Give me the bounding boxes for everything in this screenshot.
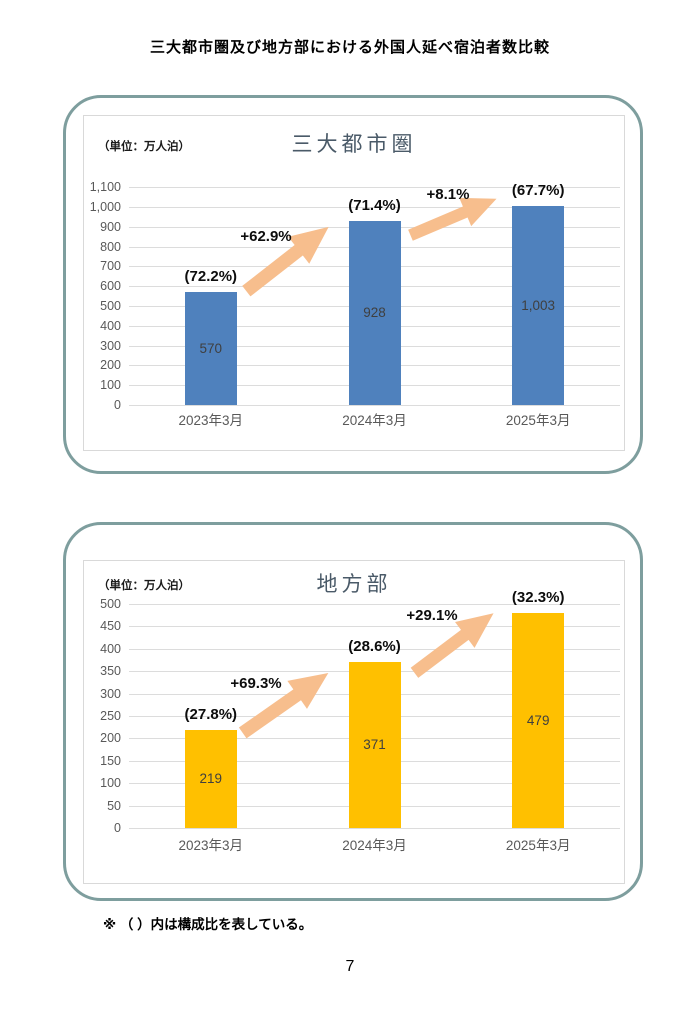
y-axis-tick-label: 500 bbox=[100, 597, 121, 611]
y-axis-tick-label: 300 bbox=[100, 338, 121, 353]
bar bbox=[184, 729, 237, 828]
y-axis-tick-label: 0 bbox=[114, 398, 121, 412]
page-number: 7 bbox=[345, 958, 355, 975]
y-axis-tick-label: 500 bbox=[100, 298, 121, 313]
metro-bar-chart: 0 100 200 300 400 500 600 700 800 900 1,000 1,100 57… bbox=[84, 116, 624, 450]
growth-arrow-icon bbox=[242, 226, 329, 297]
category-label: 2024年3月 bbox=[342, 413, 407, 428]
y-axis-tick-label: 900 bbox=[100, 219, 121, 234]
share-label: (71.4%) bbox=[348, 197, 401, 215]
share-label: (72.2%) bbox=[184, 268, 238, 285]
y-axis-tick-label: 100 bbox=[100, 776, 121, 791]
regional-growth-label-2: +29.1% bbox=[406, 607, 458, 624]
y-axis-tick-label: 400 bbox=[100, 641, 121, 656]
category-label: 2024年3月 bbox=[342, 838, 407, 853]
footnote: ※ （ ）内は構成比を表している。 bbox=[103, 917, 313, 932]
gridline bbox=[129, 405, 620, 406]
bar-value-label: 371 bbox=[363, 736, 386, 752]
page-title: 三大都市圏及び地方部における外国人延べ宿泊者数比較 bbox=[149, 39, 550, 56]
y-axis-tick-label: 1,000 bbox=[89, 199, 121, 214]
y-axis-tick-label: 700 bbox=[100, 259, 121, 274]
bar-value-label: 570 bbox=[199, 340, 223, 356]
metro-unit-label: （単位：万人泊） bbox=[98, 141, 190, 153]
growth-arrow-icon bbox=[238, 673, 329, 739]
y-axis-tick-label: 250 bbox=[100, 709, 121, 723]
growth-arrow-shape bbox=[408, 197, 497, 241]
regional-unit-label: （単位：万人泊） bbox=[98, 580, 190, 592]
bar bbox=[184, 292, 237, 405]
y-axis-tick-label: 1,100 bbox=[89, 180, 121, 194]
metro-growth-label-1: +62.9% bbox=[240, 228, 292, 245]
gridline bbox=[129, 626, 620, 628]
share-label: (28.6%) bbox=[348, 637, 401, 655]
y-axis-tick-label: 300 bbox=[100, 686, 121, 701]
bar bbox=[348, 221, 401, 405]
gridline bbox=[129, 206, 620, 208]
regional-bar-chart: 0 50 100 150 200 250 300 350 400 450 500 219 (27.8%)… bbox=[84, 561, 624, 883]
y-axis-tick-label: 50 bbox=[107, 798, 121, 813]
y-axis-tick-label: 400 bbox=[100, 318, 121, 333]
gridline bbox=[129, 648, 620, 650]
y-axis-tick-label: 100 bbox=[100, 378, 121, 393]
y-axis-tick-label: 350 bbox=[100, 664, 121, 679]
share-label: (27.8%) bbox=[184, 705, 238, 723]
growth-arrow-icon bbox=[408, 197, 497, 241]
share-label: (67.7%) bbox=[511, 182, 565, 200]
regional-chart-title: 地方部 bbox=[316, 573, 392, 596]
y-axis-tick-label: 0 bbox=[114, 821, 121, 835]
bar bbox=[512, 613, 565, 828]
bar-value-label: 928 bbox=[363, 305, 386, 320]
growth-arrow-shape bbox=[410, 613, 494, 678]
y-axis-tick-label: 200 bbox=[100, 358, 121, 373]
category-label: 2025年3月 bbox=[505, 413, 571, 428]
y-axis-tick-label: 800 bbox=[100, 239, 121, 254]
category-label: 2023年3月 bbox=[178, 413, 244, 428]
bar-value-label: 479 bbox=[526, 712, 550, 728]
metro-chart-title: 三大都市圏 bbox=[291, 133, 417, 156]
gridline bbox=[129, 828, 620, 829]
bar-value-label: 219 bbox=[199, 770, 223, 786]
share-label: (32.3%) bbox=[511, 589, 565, 607]
regional-growth-label-1: +69.3% bbox=[230, 675, 282, 692]
y-axis-tick-label: 600 bbox=[100, 279, 121, 294]
category-label: 2025年3月 bbox=[505, 838, 571, 853]
bar-value-label: 1,003 bbox=[521, 297, 556, 313]
y-axis-tick-label: 450 bbox=[100, 619, 121, 634]
growth-arrow-shape bbox=[238, 673, 329, 739]
metro-growth-label-2: +8.1% bbox=[426, 186, 470, 203]
gridline bbox=[129, 604, 620, 605]
growth-arrow-shape bbox=[242, 226, 329, 297]
metro-chart-card: （単位：万人泊） 三大都市圏 0 100 200 300 400 500 600 700 800… bbox=[63, 95, 643, 474]
metro-chart-frame: （単位：万人泊） 三大都市圏 0 100 200 300 400 500 600 700 800… bbox=[83, 115, 625, 451]
y-axis-tick-label: 150 bbox=[100, 753, 121, 768]
category-label: 2023年3月 bbox=[178, 838, 244, 853]
bar bbox=[348, 661, 401, 828]
y-axis-tick-label: 200 bbox=[100, 731, 121, 746]
regional-chart-frame: （単位：万人泊） 地方部 0 50 100 150 200 250 300 350 400 450… bbox=[83, 560, 625, 884]
bar bbox=[512, 206, 565, 405]
gridline bbox=[129, 187, 620, 188]
regional-chart-card: （単位：万人泊） 地方部 0 50 100 150 200 250 300 350 400 450… bbox=[63, 522, 643, 901]
growth-arrow-icon bbox=[410, 613, 494, 678]
